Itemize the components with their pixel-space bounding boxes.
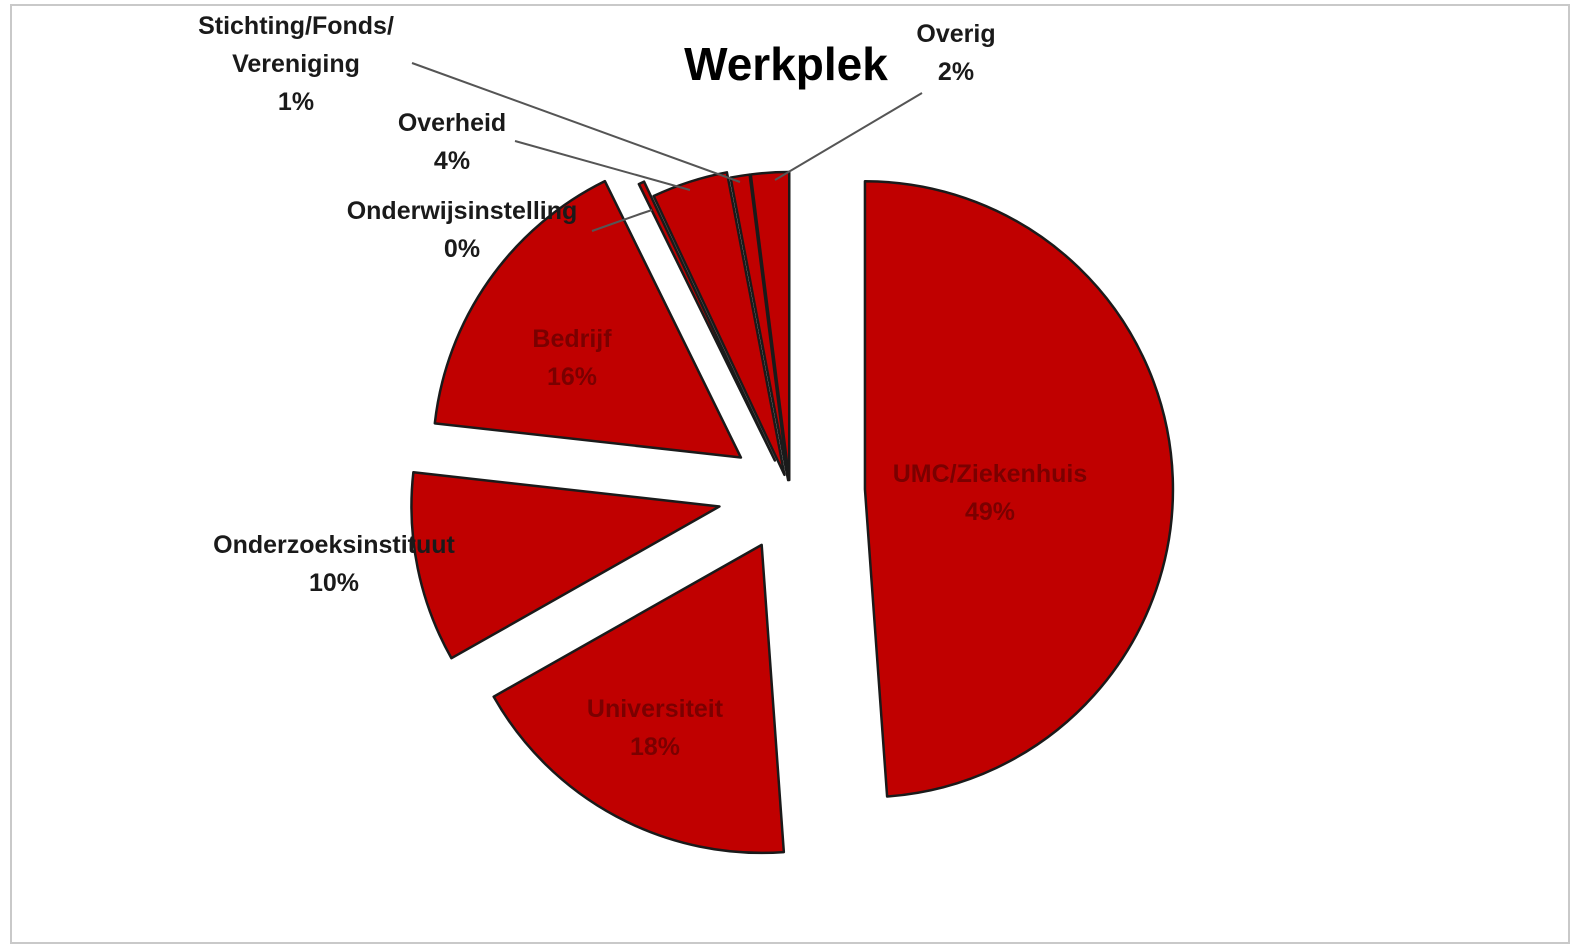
leader-line-onderwijsinstelling <box>591 209 653 232</box>
data-label-umc-ziekenhuis-percent: 49% <box>965 498 1015 526</box>
data-label-overig-percent: 2% <box>938 58 974 86</box>
pie-slice-universiteit <box>492 543 786 855</box>
data-label-stichting-fonds-vereniging-percent: 1% <box>278 88 314 116</box>
pie-slice-onderzoeksinstituut <box>410 471 721 660</box>
pie-slice-bedrijf <box>433 179 743 459</box>
data-label-onderzoeksinstituut-name: Onderzoeksinstituut <box>213 531 455 559</box>
pie-chart: Werkplek UMC/Ziekenhuis 49% Universiteit 18… <box>198 12 1175 855</box>
data-label-universiteit-percent: 18% <box>630 733 680 761</box>
data-label-bedrijf-name: Bedrijf <box>532 325 612 353</box>
data-label-onderwijsinstelling-name: Onderwijsinstelling <box>347 197 578 225</box>
data-label-umc-ziekenhuis-name: UMC/Ziekenhuis <box>893 460 1087 488</box>
data-label-universiteit-name: Universiteit <box>587 695 724 723</box>
pie-slice-overheid <box>652 171 786 477</box>
leader-line-stichting-fonds-vereniging <box>411 62 741 183</box>
data-label-onderwijsinstelling-percent: 0% <box>444 235 480 263</box>
data-label-stichting-fonds-vereniging-name: Vereniging <box>232 50 360 78</box>
data-label-bedrijf-percent: 16% <box>547 363 597 391</box>
chart-title: Werkplek <box>684 38 888 90</box>
data-label-overig-name: Overig <box>916 20 995 48</box>
pie-slice-onderwijsinstelling <box>637 180 777 462</box>
leader-line-overig <box>774 92 923 181</box>
data-label-onderzoeksinstituut-percent: 10% <box>309 569 359 597</box>
data-label-overheid-percent: 4% <box>434 147 470 175</box>
data-label-stichting-fonds-vereniging-name: Stichting/Fonds/ <box>198 12 394 40</box>
pie-slice-umc-ziekenhuis <box>863 180 1175 798</box>
leader-line-overheid <box>514 140 691 191</box>
data-label-overheid-name: Overheid <box>398 109 506 137</box>
